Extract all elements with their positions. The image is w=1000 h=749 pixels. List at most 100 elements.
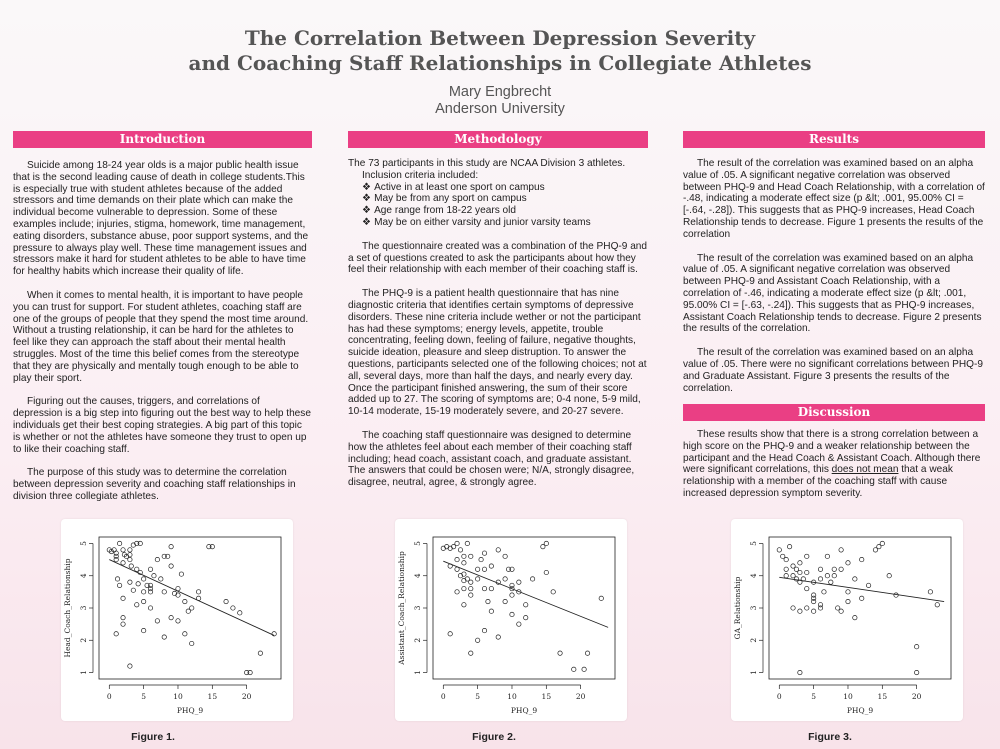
intro-paragraph: Figuring out the causes, triggers, and c… — [13, 396, 311, 455]
methodology-text: The 73 participants in this study are NC… — [348, 158, 648, 489]
y-axis-label: Head_Coach_Relationship — [63, 558, 72, 657]
data-point — [230, 605, 236, 611]
x-tick-label: 5 — [141, 692, 146, 701]
data-point — [454, 540, 460, 547]
data-point — [787, 544, 793, 550]
discussion-section: Discussion These results show that there… — [683, 404, 985, 512]
y-tick-label: 4 — [749, 573, 758, 578]
data-point — [457, 547, 464, 553]
data-point — [488, 608, 494, 614]
data-point — [502, 553, 508, 559]
intro-paragraph: When it comes to mental health, it is im… — [13, 289, 309, 384]
data-point — [134, 602, 140, 608]
data-point — [127, 547, 133, 553]
data-point — [831, 573, 837, 579]
data-point — [817, 602, 824, 608]
data-point — [804, 605, 810, 611]
data-point — [783, 566, 789, 572]
data-point — [475, 566, 481, 572]
plot-frame — [98, 536, 282, 680]
x-tick-label: 5 — [811, 692, 816, 701]
x-tick-label: 10 — [843, 692, 853, 701]
data-point — [872, 547, 879, 553]
data-point — [468, 650, 474, 656]
list-item: ❖ Active in at least one sport on campus — [362, 181, 545, 193]
data-point — [475, 637, 481, 643]
data-point — [165, 553, 171, 559]
y-tick-label: 4 — [79, 573, 88, 578]
data-point — [168, 544, 174, 550]
methodology-heading: Methodology — [348, 131, 648, 148]
y-tick-label: 2 — [749, 638, 758, 643]
data-point — [168, 563, 174, 569]
data-point — [845, 560, 851, 566]
scatter-plot-2: 0 5 10 15 20 1 2 3 4 5 PHQ_9 Assistant_Coach_Relati… — [397, 536, 616, 715]
y-axis-label: Assistant_Coach_Relationship — [397, 551, 406, 666]
data-point — [481, 628, 488, 634]
method-paragraph: The coaching staff questionnaire was des… — [348, 429, 635, 489]
data-point — [817, 605, 824, 611]
data-point — [117, 540, 123, 547]
data-point — [454, 557, 460, 563]
figure-2-caption: Figure 2. — [472, 731, 516, 743]
data-point — [461, 602, 467, 608]
data-point — [475, 576, 481, 582]
data-point — [185, 608, 191, 614]
data-point — [137, 540, 143, 547]
data-point — [147, 589, 154, 595]
data-point — [113, 557, 119, 563]
list-item: ❖ May be from any sport on campus — [362, 193, 527, 205]
data-point — [852, 615, 858, 621]
data-point — [120, 547, 126, 553]
data-point — [141, 598, 147, 605]
data-point — [831, 566, 837, 572]
data-point — [859, 595, 865, 601]
figure-2-panel: 0 5 10 15 20 1 2 3 4 5 PHQ_9 Assistant_Coach_Relati… — [395, 519, 627, 721]
data-point — [879, 540, 885, 547]
data-point — [464, 540, 470, 547]
scatter-plot-3: 0 5 10 15 20 1 2 3 4 5 PHQ_9 GA_Relationship — [733, 536, 952, 715]
data-point — [797, 669, 803, 676]
data-point — [182, 631, 188, 637]
x-tick-label: 5 — [475, 692, 480, 701]
data-point — [821, 589, 827, 595]
methodology-section: Methodology The 73 participants in this … — [348, 131, 648, 501]
data-point — [790, 573, 796, 579]
data-point — [793, 566, 800, 572]
data-point — [454, 589, 460, 595]
results-paragraph: The result of the correlation was examin… — [683, 347, 983, 394]
diamond-bullet-icon: ❖ — [362, 193, 372, 205]
data-point — [838, 547, 844, 553]
data-point — [828, 579, 834, 585]
data-point — [196, 589, 202, 595]
data-point — [776, 547, 782, 553]
data-point — [451, 544, 457, 550]
data-point — [495, 634, 501, 640]
data-point — [247, 669, 253, 676]
data-point — [461, 571, 467, 577]
data-point — [209, 544, 215, 550]
data-point — [914, 644, 920, 650]
data-point — [134, 540, 140, 547]
data-point — [141, 576, 147, 582]
data-point — [817, 576, 824, 582]
y-tick-label: 5 — [79, 541, 88, 546]
plot-frame — [432, 536, 616, 680]
data-point — [244, 669, 250, 676]
criteria-list: ❖ Active in at least one sport on campus … — [362, 182, 648, 229]
data-point — [120, 595, 126, 601]
y-tick-label: 3 — [749, 605, 758, 610]
introduction-section: Introduction Suicide among 18-24 year ol… — [13, 131, 312, 515]
data-point — [120, 621, 126, 627]
x-tick-label: 15 — [208, 692, 218, 701]
discussion-heading: Discussion — [683, 404, 985, 421]
data-point — [161, 589, 167, 595]
data-point — [154, 557, 160, 563]
data-point — [523, 615, 529, 621]
data-point — [838, 608, 844, 614]
data-point — [189, 640, 195, 647]
data-point — [127, 557, 133, 563]
data-point — [859, 557, 865, 563]
x-tick-label: 20 — [576, 692, 586, 701]
method-intro: The 73 participants in this study are NC… — [348, 158, 626, 169]
